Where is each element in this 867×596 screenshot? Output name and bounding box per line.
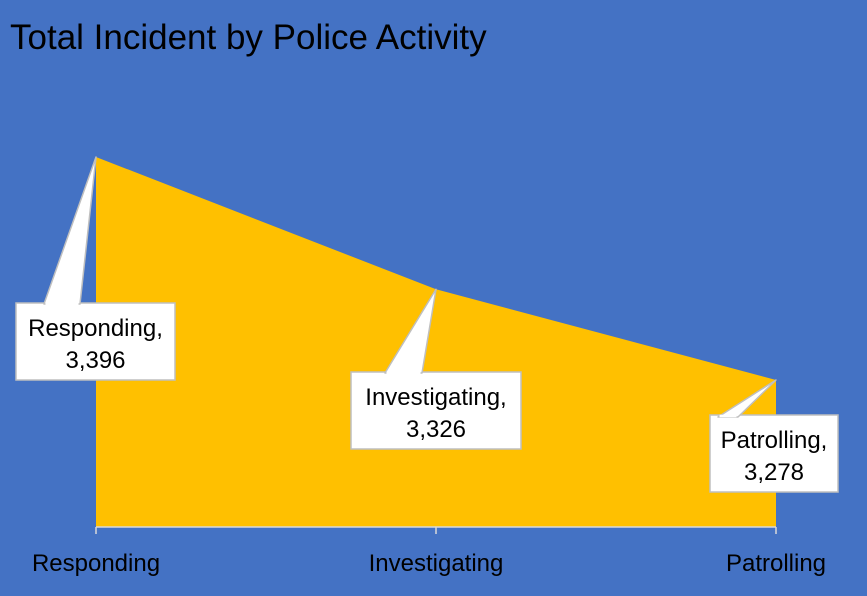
data-label-value: 3,278 xyxy=(744,459,804,486)
x-tick-label-responding: Responding xyxy=(32,550,160,577)
callout-box xyxy=(709,414,839,493)
data-label-responding: Responding, 3,396 xyxy=(15,156,176,381)
area-series xyxy=(96,157,776,527)
data-label-value: 3,326 xyxy=(406,416,466,443)
callout-box xyxy=(350,371,522,450)
data-label-name: Responding, xyxy=(28,315,163,342)
data-label-value: 3,396 xyxy=(65,347,125,374)
x-tick-label-patrolling: Patrolling xyxy=(726,550,826,577)
callout-box xyxy=(15,302,176,381)
x-tick-label-investigating: Investigating xyxy=(369,550,504,577)
data-label-name: Investigating, xyxy=(365,384,506,411)
callout-pointer xyxy=(43,156,97,305)
data-label-patrolling: Patrolling, 3,278 xyxy=(709,379,839,493)
chart-title: Total Incident by Police Activity xyxy=(10,18,487,57)
data-label-investigating: Investigating, 3,326 xyxy=(350,288,522,450)
data-label-name: Patrolling, xyxy=(721,427,828,454)
